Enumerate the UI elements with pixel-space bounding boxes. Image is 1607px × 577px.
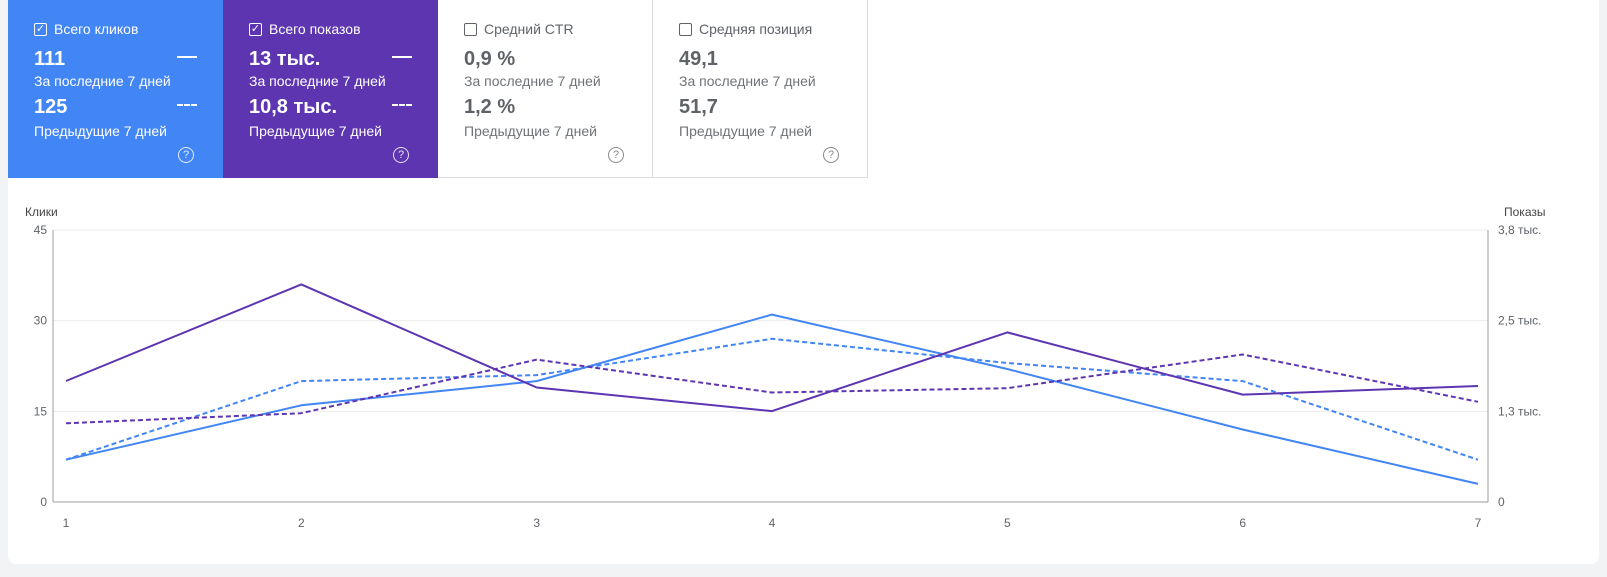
series-line-3 [65,283,1479,413]
y-right-tick-label: 2,5 тыс. [1498,314,1541,328]
metric-label: Всего кликов [54,21,139,37]
metric-header: Средняя позиция [679,21,812,37]
series-line-4 [65,353,1479,425]
checkbox-unchecked-icon[interactable] [679,22,692,36]
metric-header: ✓ Всего показов [249,21,361,37]
metric-label: Всего показов [269,21,361,37]
y-left-tick-label: 45 [34,223,48,237]
solid-line-legend-icon [177,56,197,58]
y-axis-right-label: Показы [1504,205,1546,219]
x-tick-label: 3 [533,516,540,530]
previous-value: 10,8 тыс. [249,96,338,118]
metric-label: Средний CTR [484,21,574,37]
solid-line-legend-icon [392,56,412,58]
current-value: 0,9 % [464,48,516,70]
checkbox-checked-icon[interactable]: ✓ [34,22,47,36]
current-value: 111 [34,48,66,70]
help-circle-icon[interactable]: ? [823,147,839,163]
checkbox-checked-icon[interactable]: ✓ [249,22,262,36]
current-value: 49,1 [679,48,718,70]
current-period-label: За последние 7 дней [249,73,386,89]
series-line-1 [65,313,1479,485]
x-tick-label: 2 [298,516,305,530]
y-right-tick-label: 3,8 тыс. [1498,223,1541,237]
metric-card-impressions[interactable]: ✓ Всего показов 13 тыс. За последние 7 д… [223,0,438,178]
y-right-tick-label: 1,3 тыс. [1498,404,1541,418]
current-period-label: За последние 7 дней [679,73,816,89]
x-tick-label: 6 [1239,516,1246,530]
y-left-tick-label: 0 [40,495,47,509]
x-tick-label: 7 [1475,516,1482,530]
previous-value: 125 [34,96,68,118]
previous-value: 1,2 % [464,96,516,118]
dashed-line-legend-icon [392,104,412,106]
current-period-label: За последние 7 дней [34,73,171,89]
dashed-line-legend-icon [177,104,197,106]
previous-period-label: Предыдущие 7 дней [34,123,167,139]
previous-period-label: Предыдущие 7 дней [249,123,382,139]
current-value: 13 тыс. [249,48,321,70]
previous-period-label: Предыдущие 7 дней [679,123,812,139]
help-circle-icon[interactable]: ? [393,147,409,163]
previous-period-label: Предыдущие 7 дней [464,123,597,139]
metric-label: Средняя позиция [699,21,813,37]
help-circle-icon[interactable]: ? [178,147,194,163]
x-tick-label: 1 [63,516,70,530]
x-tick-label: 5 [1004,516,1011,530]
checkbox-unchecked-icon[interactable] [464,22,477,36]
help-circle-icon[interactable]: ? [608,147,624,163]
y-left-tick-label: 15 [34,404,48,418]
metric-cards: ✓ Всего кликов 111 За последние 7 дней 1… [8,0,868,178]
y-right-tick-label: 0 [1498,495,1505,509]
previous-value: 51,7 [679,96,718,118]
x-tick-label: 4 [769,516,776,530]
metric-header: ✓ Всего кликов [34,21,138,37]
metric-card-position[interactable]: Средняя позиция 49,1 За последние 7 дней… [653,0,868,178]
metric-card-clicks[interactable]: ✓ Всего кликов 111 За последние 7 дней 1… [8,0,223,178]
current-period-label: За последние 7 дней [464,73,601,89]
metric-header: Средний CTR [464,21,574,37]
y-left-tick-label: 30 [34,314,48,328]
metric-card-ctr[interactable]: Средний CTR 0,9 % За последние 7 дней 1,… [438,0,653,178]
y-axis-left-label: Клики [25,205,58,219]
series-line-2 [65,337,1479,461]
